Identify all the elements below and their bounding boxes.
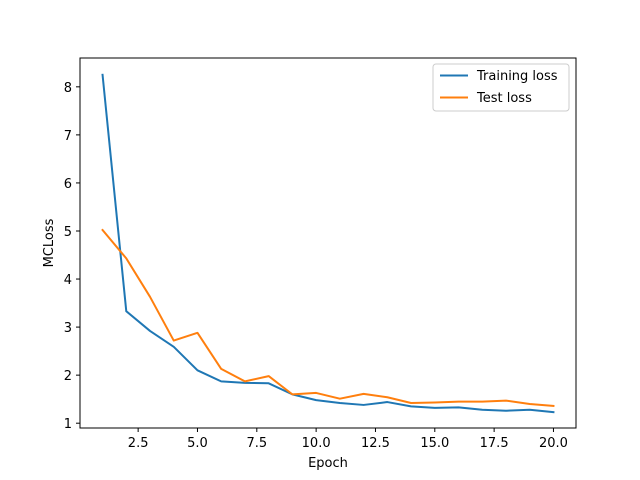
- y-axis-label: MCLoss: [42, 218, 57, 267]
- y-tick-label: 4: [64, 273, 72, 288]
- legend-label-training-loss: Training loss: [476, 69, 558, 84]
- x-tick-label: 12.5: [361, 436, 390, 451]
- legend-label-test-loss: Test loss: [476, 91, 532, 106]
- y-tick-label: 7: [64, 129, 72, 144]
- x-tick-label: 7.5: [246, 436, 267, 451]
- plot-frame: [79, 57, 577, 429]
- legend: Training loss Test loss: [432, 63, 570, 112]
- x-tick-label: 5.0: [187, 436, 208, 451]
- plot-area: [101, 73, 555, 414]
- y-tick-label: 2: [64, 369, 72, 384]
- y-axis: 1 2 3 4 5 6 7 8: [64, 81, 80, 432]
- x-axis: 2.5 5.0 7.5 10.0 12.5 15.0 17.5 20.0: [128, 428, 568, 451]
- y-tick-label: 1: [64, 417, 72, 432]
- x-tick-label: 15.0: [420, 436, 449, 451]
- x-tick-label: 2.5: [128, 436, 149, 451]
- x-tick-label: 20.0: [539, 436, 568, 451]
- y-tick-label: 5: [64, 225, 72, 240]
- y-tick-label: 8: [64, 81, 72, 96]
- x-tick-label: 10.0: [302, 436, 331, 451]
- series-line-training-loss: [101, 73, 555, 414]
- x-axis-label: Epoch: [308, 456, 348, 471]
- x-tick-label: 17.5: [480, 436, 509, 451]
- series-line-test-loss: [101, 228, 555, 407]
- y-tick-label: 6: [64, 177, 72, 192]
- y-tick-label: 3: [64, 321, 72, 336]
